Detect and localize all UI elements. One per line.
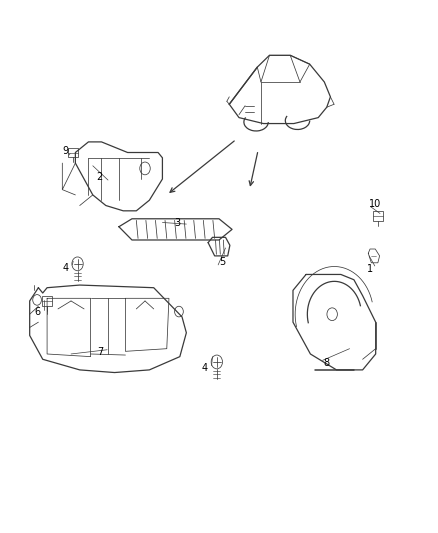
- Text: 2: 2: [96, 172, 102, 182]
- Text: 6: 6: [34, 306, 40, 317]
- Text: 3: 3: [175, 218, 181, 228]
- Text: 5: 5: [219, 257, 226, 267]
- Bar: [68, 148, 78, 157]
- Text: 10: 10: [369, 199, 381, 209]
- Bar: [373, 212, 383, 221]
- Text: 4: 4: [202, 364, 208, 373]
- Text: 8: 8: [324, 358, 330, 368]
- Text: 1: 1: [367, 264, 374, 273]
- Bar: [42, 296, 52, 306]
- Text: 9: 9: [63, 146, 69, 156]
- Text: 7: 7: [98, 348, 104, 358]
- Text: 4: 4: [63, 263, 69, 272]
